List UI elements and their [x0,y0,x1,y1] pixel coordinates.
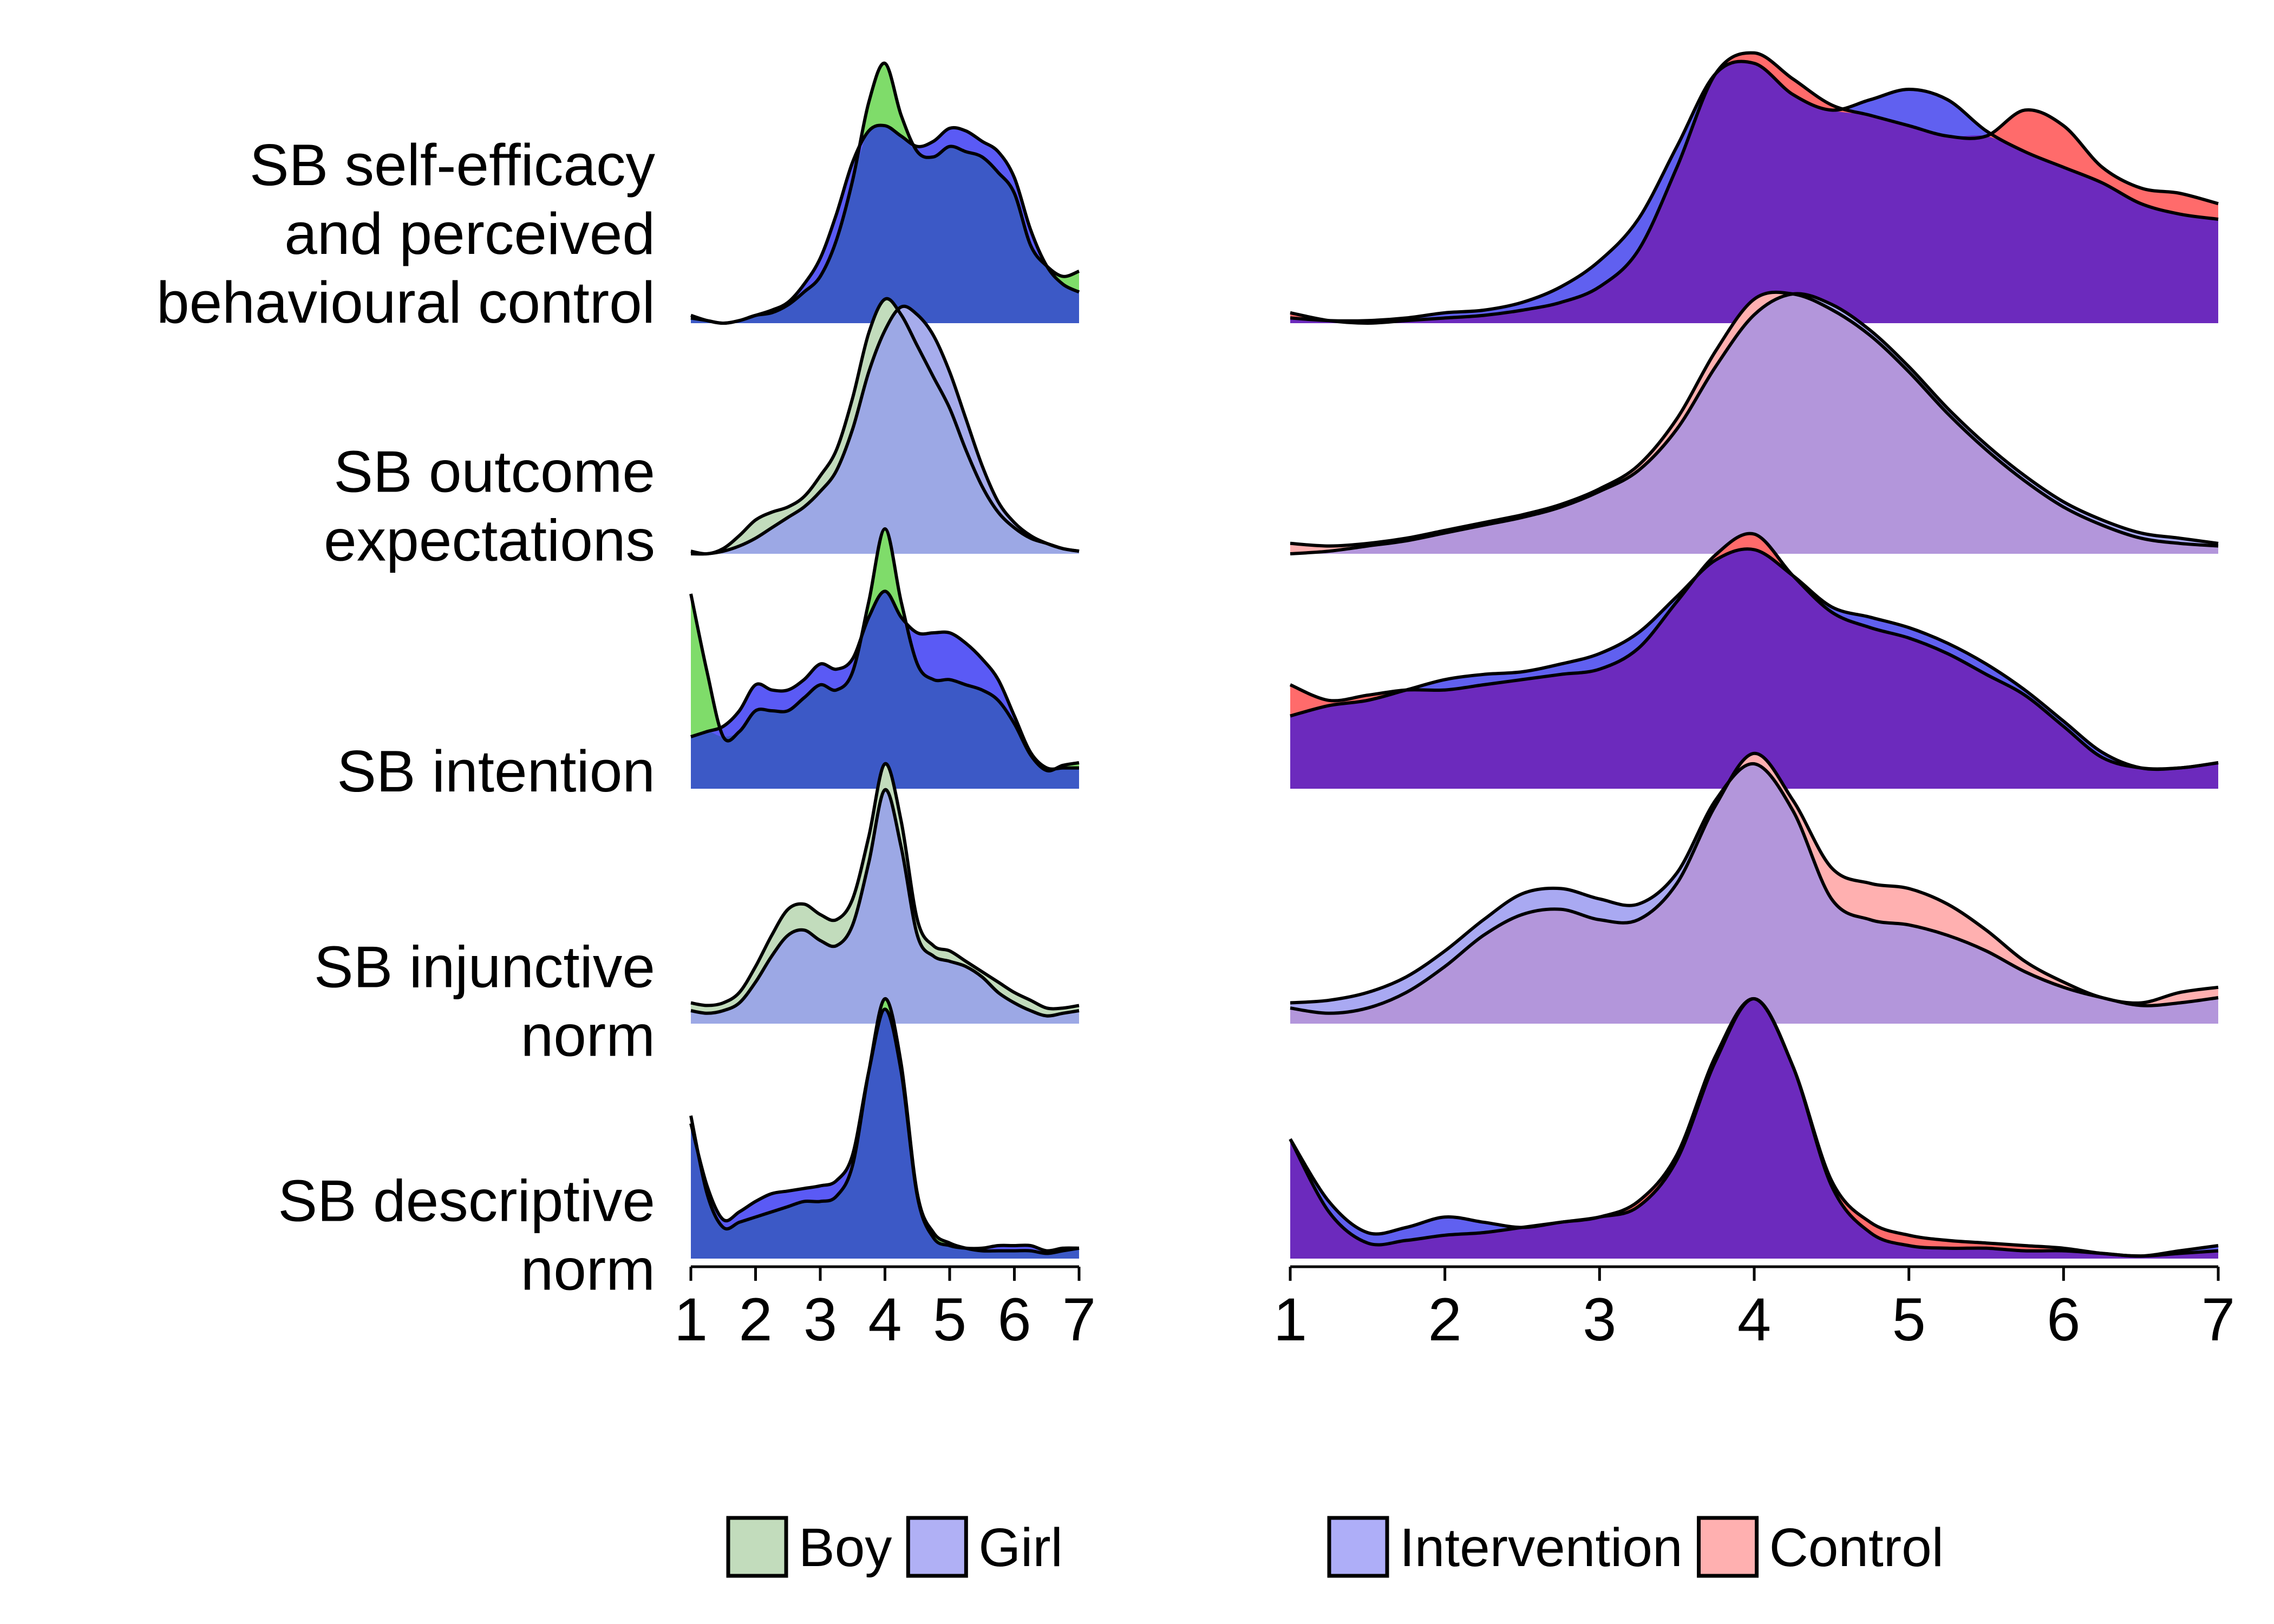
x-tick-label: 6 [2047,1286,2080,1353]
legend-label: Girl [978,1517,1063,1578]
ridge-row-1 [690,61,1080,325]
x-tick-label: 2 [1428,1286,1462,1353]
legend-item-control: Control [1697,1516,1944,1578]
density-outline-boy [690,762,1080,1011]
x-tick-label: 6 [997,1286,1031,1353]
row-label: SB injunctive [314,934,655,1000]
x-tick-label: 4 [1737,1286,1771,1353]
ridge-row-2 [1290,290,2219,555]
x-tick-label: 5 [933,1286,966,1353]
ridge-row-4 [1290,751,2219,1024]
density-outline-boy [689,997,1080,1255]
x-tick-label: 7 [1062,1286,1096,1353]
density-outline-girl [689,1007,1080,1253]
row-label: norm [521,1003,655,1069]
density-overlap-area [1290,60,2218,324]
density-outline-girl [690,123,1080,325]
ridge-row-4 [690,762,1080,1024]
density-outline-control [1289,532,2219,771]
legend-swatch [906,1516,968,1578]
row-label: and perceived [284,201,655,267]
density-outline-boy [689,527,1080,772]
x-axis: 1 2 3 4 5 6 7 [1273,1265,2235,1353]
x-tick-label: 4 [868,1286,901,1353]
row-label: SB descriptive [278,1168,655,1234]
ridge-row-5 [689,997,1080,1259]
row-label: behavioural control [156,270,655,336]
x-tick-label: 3 [1583,1286,1616,1353]
x-tick-label: 2 [739,1286,772,1353]
density-overlap-area [1290,763,2218,1024]
density-overlap-area [1290,998,2218,1259]
density-outline-intervention [1290,547,2219,771]
density-overlap-area [691,1009,1079,1259]
ridge-row-2 [690,297,1080,556]
density-overlap-area [1290,293,2218,554]
legend-item-girl: Girl [906,1516,1063,1578]
row-label: SB intention [337,738,655,804]
row-label: SB outcome [334,439,655,505]
right-panel-condition: 1 2 3 4 5 6 7 [1273,51,2235,1353]
legend-gender: Boy Girl [726,1516,1063,1578]
density-overlap-area [691,789,1079,1024]
x-tick-label: 1 [674,1286,708,1353]
ridge-row-1 [1290,51,2219,325]
row-label: SB self-efficacy [250,132,656,198]
legend-item-boy: Boy [726,1516,892,1578]
row-label: expectations [324,508,655,574]
legend-swatch [1697,1516,1759,1578]
legend-label: Boy [799,1517,892,1578]
ridge-row-3 [689,527,1080,789]
density-overlap-area [691,125,1079,323]
density-outline-intervention [1290,762,2219,1007]
density-outline-girl [690,590,1079,771]
density-outline-intervention [1290,60,2219,323]
density-outline-girl [690,304,1080,556]
legend-item-intervention: Intervention [1327,1516,1683,1578]
x-tick-label: 3 [803,1286,837,1353]
density-overlap-area [691,314,1079,554]
legend-swatch [1327,1516,1389,1578]
density-outline-intervention [1290,292,2219,555]
density-overlap-area [1290,549,2218,789]
density-outline-girl [690,788,1080,1018]
density-outline-control [1290,51,2219,325]
density-outline-control [1290,290,2219,548]
x-tick-label: 5 [1892,1286,1926,1353]
ridge-row-5 [1289,997,2219,1259]
legend-label: Control [1769,1517,1944,1578]
ridge-row-3 [1289,532,2219,789]
density-outline-boy [690,297,1080,556]
legend-swatch [726,1516,788,1578]
row-label: norm [521,1237,655,1303]
x-tick-label: 7 [2201,1286,2235,1353]
x-tick-label: 1 [1273,1286,1307,1353]
density-outline-control [1290,751,2219,1015]
density-overlap-area [691,591,1079,789]
density-outline-control [1289,997,2219,1258]
legend-condition: Intervention Control [1327,1516,1944,1578]
legend-label: Intervention [1400,1517,1683,1578]
